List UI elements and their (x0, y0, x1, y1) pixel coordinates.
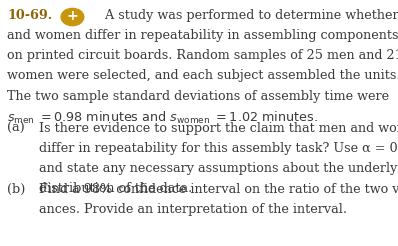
Text: on printed circuit boards. Random samples of 25 men and 21: on printed circuit boards. Random sample… (7, 49, 398, 62)
Text: differ in repeatability for this assembly task? Use α = 0.02: differ in repeatability for this assembl… (39, 142, 398, 155)
Text: and state any necessary assumptions about the underlying: and state any necessary assumptions abou… (39, 162, 398, 175)
Text: +: + (66, 9, 78, 23)
Text: A study was performed to determine whether men: A study was performed to determine wheth… (101, 9, 398, 22)
Text: (a): (a) (7, 122, 25, 135)
Text: 10-69.: 10-69. (7, 9, 52, 22)
Text: women were selected, and each subject assembled the units.: women were selected, and each subject as… (7, 69, 398, 82)
Text: (b): (b) (7, 183, 25, 196)
Text: distribution of the data.: distribution of the data. (39, 182, 192, 195)
Text: The two sample standard deviations of assembly time were: The two sample standard deviations of as… (7, 90, 389, 103)
Text: ances. Provide an interpretation of the interval.: ances. Provide an interpretation of the … (39, 203, 347, 216)
Text: and women differ in repeatability in assembling components: and women differ in repeatability in ass… (7, 29, 398, 42)
Text: $s_{\mathrm{men}}$ $= 0.98$ minutes and $s_{\mathrm{women}}$ $= 1.02$ minutes.: $s_{\mathrm{men}}$ $= 0.98$ minutes and … (7, 110, 318, 126)
Ellipse shape (61, 8, 84, 26)
Text: Find a 98% confidence interval on the ratio of the two vari-: Find a 98% confidence interval on the ra… (39, 183, 398, 196)
Text: Is there evidence to support the claim that men and women: Is there evidence to support the claim t… (39, 122, 398, 135)
